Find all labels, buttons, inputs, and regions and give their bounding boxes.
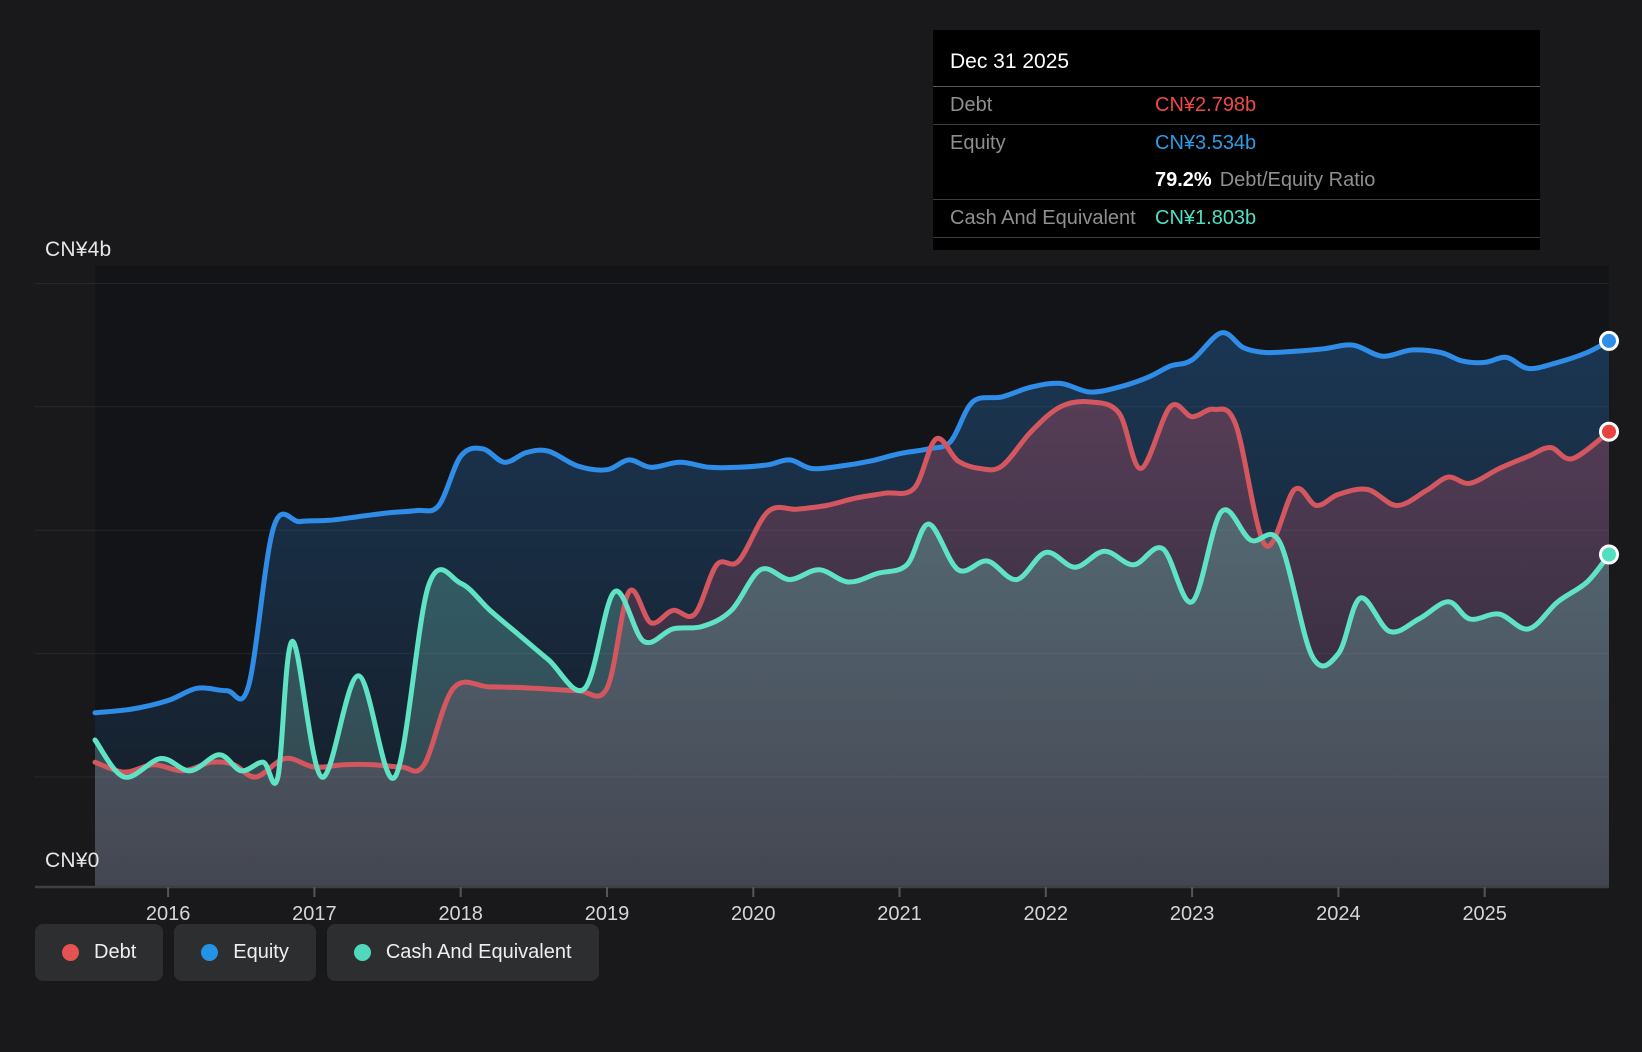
legend-equity-label: Equity — [233, 941, 289, 963]
y-axis-label-zero: CN¥0 — [45, 849, 100, 872]
tooltip-row-cash: Cash And Equivalent CN¥1.803b — [933, 199, 1540, 238]
equity-endpoint-dot — [1599, 330, 1619, 351]
cash-endpoint-dot — [1599, 544, 1619, 565]
x-axis — [35, 885, 1609, 897]
legend-item-equity[interactable]: Equity — [174, 924, 316, 981]
series-lines — [92, 330, 1609, 786]
tooltip-row-ratio: 79.2% Debt/Equity Ratio — [933, 162, 1540, 199]
chart-tooltip: Dec 31 2025 Debt CN¥2.798b Equity CN¥3.5… — [933, 30, 1540, 250]
tooltip-equity-value: CN¥3.534b — [1155, 132, 1257, 154]
tooltip-row-debt: Debt CN¥2.798b — [933, 86, 1540, 124]
tooltip-date: Dec 31 2025 — [950, 50, 1070, 73]
series-endpoint-dots — [1599, 330, 1619, 565]
x-axis-label: 2021 — [877, 903, 922, 925]
tooltip-ratio-value: 79.2% — [1155, 169, 1212, 191]
y-axis-label-top: CN¥4b — [45, 238, 112, 261]
series-areas — [95, 332, 1609, 886]
cash-color-dot-icon — [353, 944, 371, 961]
x-axis-label: 2025 — [1462, 903, 1507, 925]
x-axis-label: 2022 — [1023, 903, 1069, 925]
debt-color-dot-icon — [62, 944, 79, 961]
tooltip-debt-value: CN¥2.798b — [1155, 94, 1257, 116]
x-axis-label: 2018 — [438, 903, 483, 925]
tooltip-equity-label: Equity — [950, 132, 1006, 154]
tooltip-row-equity: Equity CN¥3.534b — [933, 124, 1540, 162]
tooltip-cash-label: Cash And Equivalent — [950, 207, 1136, 229]
legend-item-debt[interactable]: Debt — [35, 924, 164, 981]
tooltip-debt-label: Debt — [950, 94, 993, 116]
x-axis-label: 2023 — [1169, 903, 1215, 925]
x-axis-labels: 2016 2017 2018 2019 2020 2021 2022 2023 2024 2025 — [0, 903, 1642, 929]
x-axis-label: 2017 — [292, 903, 337, 925]
x-axis-label: 2016 — [145, 903, 191, 925]
debt-endpoint-dot — [1599, 421, 1619, 442]
tooltip-cash-value: CN¥1.803b — [1155, 207, 1257, 229]
chart-legend: Debt Equity Cash And Equivalent — [35, 924, 599, 981]
equity-line — [92, 330, 1609, 716]
cash-area — [95, 509, 1609, 886]
debt-line — [92, 399, 1609, 780]
legend-debt-label: Debt — [94, 941, 137, 963]
x-axis-label: 2019 — [584, 903, 630, 925]
x-axis-label: 2020 — [731, 903, 776, 925]
x-axis-label: 2024 — [1316, 903, 1361, 925]
cash-line — [92, 507, 1609, 786]
equity-color-dot-icon — [201, 944, 219, 961]
legend-item-cash[interactable]: Cash And Equivalent — [326, 924, 599, 981]
legend-cash-label: Cash And Equivalent — [385, 941, 572, 963]
tooltip-ratio-label: Debt/Equity Ratio — [1219, 169, 1376, 191]
